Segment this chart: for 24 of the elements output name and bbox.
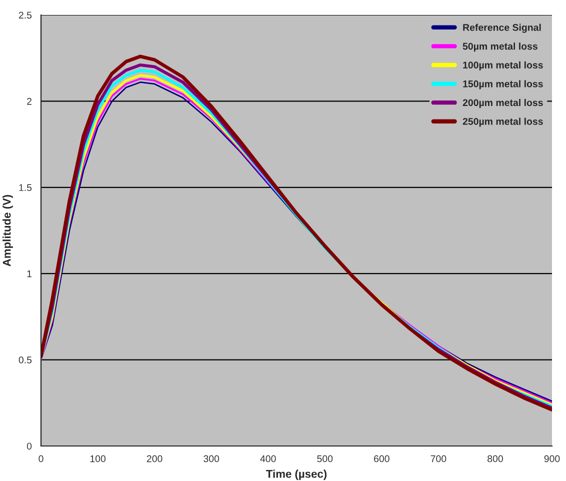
legend-label: 150µm metal loss: [463, 80, 543, 90]
y-tick-label: 2: [27, 98, 32, 105]
x-tick-label: 700: [430, 455, 446, 462]
y-tick-label: 1.5: [19, 184, 32, 192]
x-tick-label: 400: [260, 455, 276, 462]
legend-label: 250µm metal loss: [462, 118, 543, 127]
legend-label: 50µm metal loss: [462, 42, 538, 52]
x-tick-label: 300: [204, 455, 220, 462]
x-tick-label: 800: [488, 455, 503, 462]
x-tick-label: 200: [146, 455, 162, 462]
legend-label: Reference Signal: [463, 24, 541, 33]
x-tick-label: 900: [544, 455, 560, 462]
y-tick-label: 2.5: [18, 12, 32, 19]
y-tick-label: 0.5: [18, 356, 32, 364]
x-tick-label: 600: [374, 455, 390, 462]
x-tick-label: 500: [317, 455, 333, 462]
x-tick-label: 0: [38, 455, 44, 462]
y-axis-title: Amplitude (V): [2, 194, 13, 266]
y-tick-label: 1: [27, 270, 32, 278]
x-axis-title: Time (µsec): [266, 470, 327, 480]
x-tick-label: 100: [90, 455, 106, 462]
y-tick-label: 0: [26, 442, 32, 450]
legend-label: 200µm metal loss: [462, 98, 543, 108]
legend-label: 100µm metal loss: [463, 61, 543, 70]
